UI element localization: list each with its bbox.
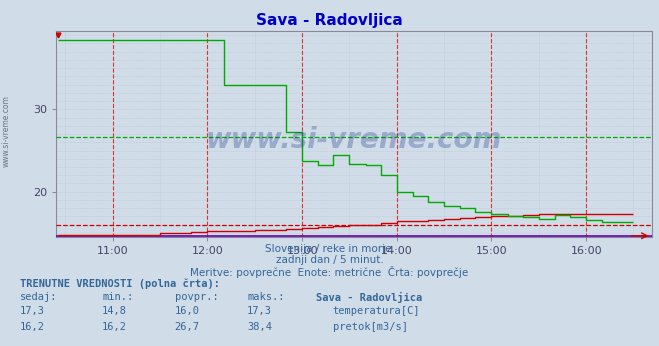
Text: zadnji dan / 5 minut.: zadnji dan / 5 minut. [275, 255, 384, 265]
Text: 16,0: 16,0 [175, 306, 200, 316]
Text: temperatura[C]: temperatura[C] [333, 306, 420, 316]
Text: pretok[m3/s]: pretok[m3/s] [333, 322, 408, 332]
Text: Sava - Radovljica: Sava - Radovljica [256, 13, 403, 28]
Text: 17,3: 17,3 [247, 306, 272, 316]
Text: www.si-vreme.com: www.si-vreme.com [206, 126, 502, 154]
Text: www.si-vreme.com: www.si-vreme.com [2, 95, 11, 167]
Text: Sava - Radovljica: Sava - Radovljica [316, 292, 422, 303]
Text: 38,4: 38,4 [247, 322, 272, 332]
Text: povpr.:: povpr.: [175, 292, 218, 302]
Text: 26,7: 26,7 [175, 322, 200, 332]
Text: 17,3: 17,3 [20, 306, 45, 316]
Text: maks.:: maks.: [247, 292, 285, 302]
Text: sedaj:: sedaj: [20, 292, 57, 302]
Text: 16,2: 16,2 [102, 322, 127, 332]
Text: Meritve: povprečne  Enote: metrične  Črta: povprečje: Meritve: povprečne Enote: metrične Črta:… [190, 266, 469, 278]
Text: TRENUTNE VREDNOSTI (polna črta):: TRENUTNE VREDNOSTI (polna črta): [20, 279, 219, 289]
Text: 14,8: 14,8 [102, 306, 127, 316]
Text: Slovenija / reke in morje.: Slovenija / reke in morje. [264, 244, 395, 254]
Text: 16,2: 16,2 [20, 322, 45, 332]
Text: min.:: min.: [102, 292, 133, 302]
